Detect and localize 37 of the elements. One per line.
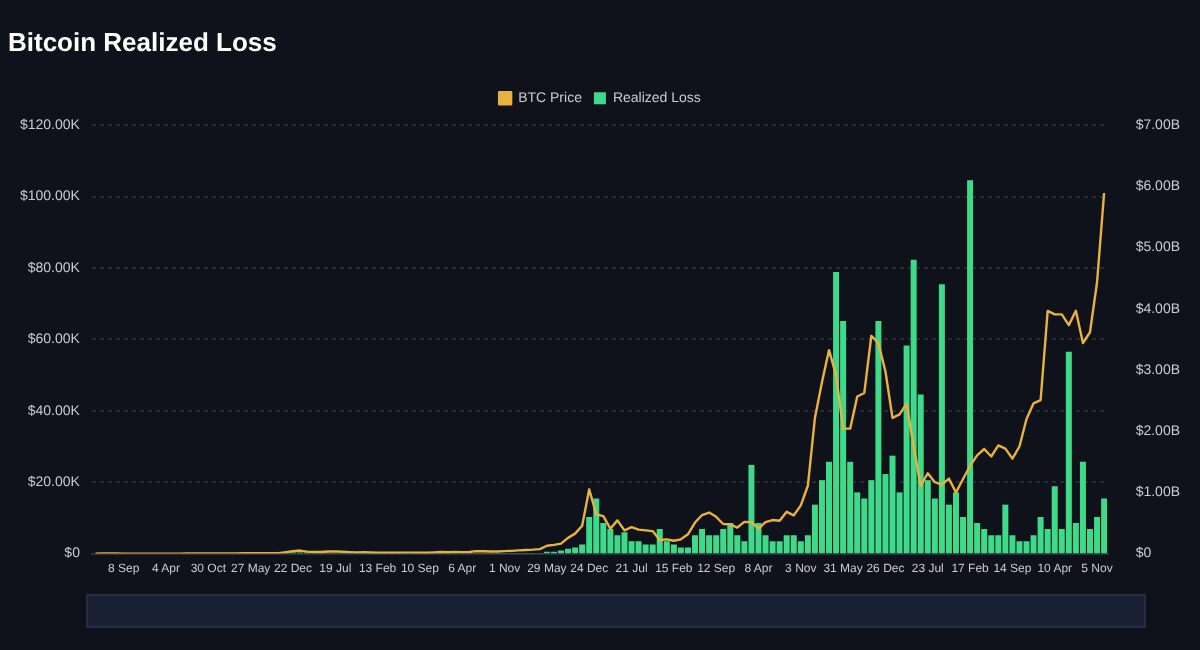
bar bbox=[720, 529, 727, 554]
bar bbox=[614, 535, 621, 554]
bar bbox=[1016, 541, 1023, 554]
bar bbox=[1079, 461, 1086, 554]
bar bbox=[1065, 351, 1072, 554]
bar bbox=[748, 464, 755, 554]
bar bbox=[776, 541, 783, 554]
bar bbox=[988, 535, 995, 554]
bar bbox=[790, 535, 797, 554]
bar bbox=[1023, 541, 1030, 554]
bar bbox=[1051, 486, 1058, 554]
bar bbox=[642, 544, 649, 554]
bar bbox=[607, 529, 614, 554]
bar bbox=[952, 492, 959, 554]
bar bbox=[713, 535, 720, 554]
chart-title: Bitcoin Realized Loss bbox=[8, 26, 277, 57]
bar bbox=[706, 535, 713, 554]
bar bbox=[875, 321, 882, 554]
bar bbox=[692, 535, 698, 554]
bar bbox=[727, 523, 734, 554]
bar bbox=[572, 547, 579, 554]
bar bbox=[670, 544, 677, 554]
bar bbox=[621, 532, 628, 554]
bar bbox=[677, 547, 684, 554]
bar bbox=[1037, 516, 1044, 554]
bar bbox=[910, 259, 917, 554]
bar bbox=[967, 180, 974, 554]
bar bbox=[938, 284, 945, 554]
bar bbox=[797, 541, 804, 554]
bar bbox=[1101, 498, 1108, 554]
bar bbox=[1002, 504, 1009, 554]
bar bbox=[769, 541, 776, 554]
bar bbox=[981, 529, 988, 554]
bar bbox=[635, 541, 642, 554]
bar bbox=[699, 529, 706, 554]
bar bbox=[833, 272, 840, 554]
bar bbox=[783, 535, 790, 554]
